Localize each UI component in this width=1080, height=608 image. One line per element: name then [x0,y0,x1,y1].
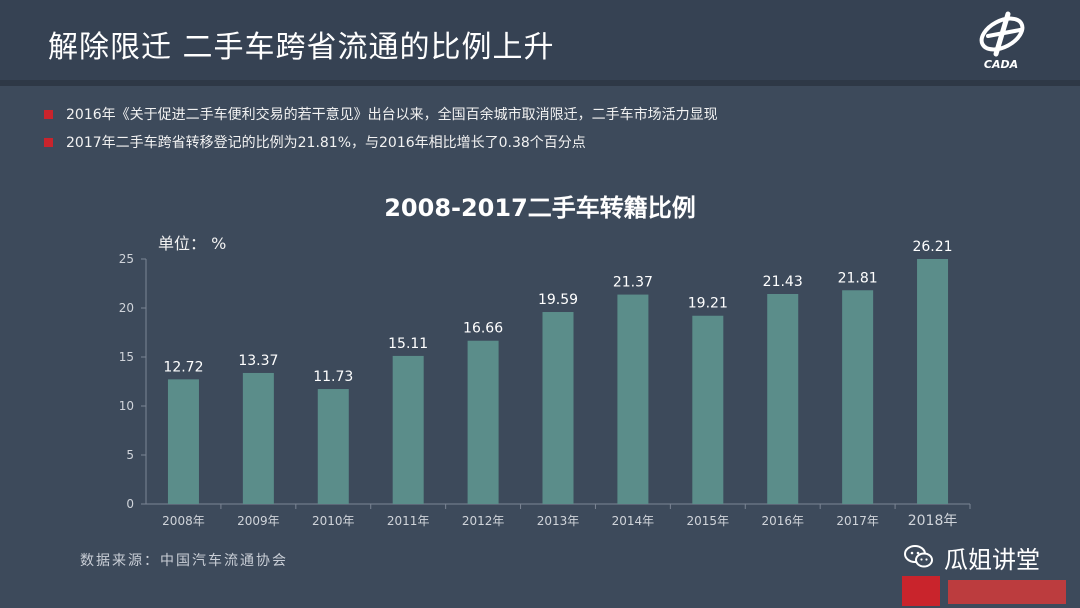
x-tick-label: 2017年 [836,514,879,528]
bullet-item: 2016年《关于促进二手车便利交易的若干意见》出台以来，全国百余城市取消限迁，二… [44,103,718,131]
watermark-seal-icon [902,576,940,606]
x-tick-label: 2013年 [537,514,580,528]
bullet-square-icon [44,138,53,147]
data-label: 15.11 [388,336,428,352]
bar [917,259,949,504]
chart-title: 2008-2017二手车转籍比例 [384,194,696,222]
bullet-text: 2017年二手车跨省转移登记的比例为21.81%，与2016年相比增长了0.38… [66,135,586,151]
data-label: 16.66 [463,321,503,337]
data-label: 11.73 [313,369,353,385]
header-divider [0,80,1080,86]
page-title: 解除限迁 二手车跨省流通的比例上升 [48,30,555,65]
bar [317,389,349,504]
bar [692,315,724,504]
y-tick-label: 0 [126,497,134,511]
bullet-item: 2017年二手车跨省转移登记的比例为21.81%，与2016年相比增长了0.38… [44,131,718,159]
watermark: 瓜姐讲堂 [878,540,1078,608]
watermark-stamp-icon [948,580,1066,604]
data-label: 26.21 [912,239,952,255]
bar [842,290,874,504]
x-tick-label: 2011年 [387,514,430,528]
svg-text:CADA: CADA [984,58,1018,71]
bar [617,294,649,504]
bar [467,340,499,504]
bar [392,355,424,504]
data-label: 21.43 [763,274,803,290]
data-label: 12.72 [163,359,203,375]
y-tick-label: 5 [126,448,134,462]
bar [542,312,574,504]
chart-unit-label: 单位： % [158,234,227,253]
bullet-list: 2016年《关于促进二手车便利交易的若干意见》出台以来，全国百余城市取消限迁，二… [44,103,718,159]
bullet-text: 2016年《关于促进二手车便利交易的若干意见》出台以来，全国百余城市取消限迁，二… [66,107,718,123]
data-label: 21.37 [613,275,653,291]
watermark-name: 瓜姐讲堂 [944,546,1040,574]
x-tick-label: 2009年 [237,514,280,528]
data-label: 19.59 [538,292,578,308]
y-tick-label: 20 [119,301,134,315]
x-tick-label: 2008年 [162,514,205,528]
data-label: 13.37 [238,353,278,369]
y-tick-label: 15 [119,350,134,364]
x-tick-label: 2012年 [462,514,505,528]
data-label: 21.81 [838,270,878,286]
data-label: 19.21 [688,296,728,312]
x-tick-label: 2015年 [687,514,730,528]
cada-logo-icon: CADA [979,11,1025,71]
source-note: 数据来源：中国汽车流通协会 [80,553,288,569]
x-tick-label: 2014年 [612,514,655,528]
y-tick-label: 25 [119,252,134,266]
x-tick-label: 2018年 [908,513,958,529]
x-tick-label: 2016年 [761,514,804,528]
header-bar: 解除限迁 二手车跨省流通的比例上升 CADA [0,0,1080,80]
bar [242,372,274,504]
bullet-square-icon [44,110,53,119]
bar [767,293,799,504]
x-tick-label: 2010年 [312,514,355,528]
bar [167,379,199,504]
wechat-icon [904,545,933,568]
y-tick-label: 10 [119,399,134,413]
